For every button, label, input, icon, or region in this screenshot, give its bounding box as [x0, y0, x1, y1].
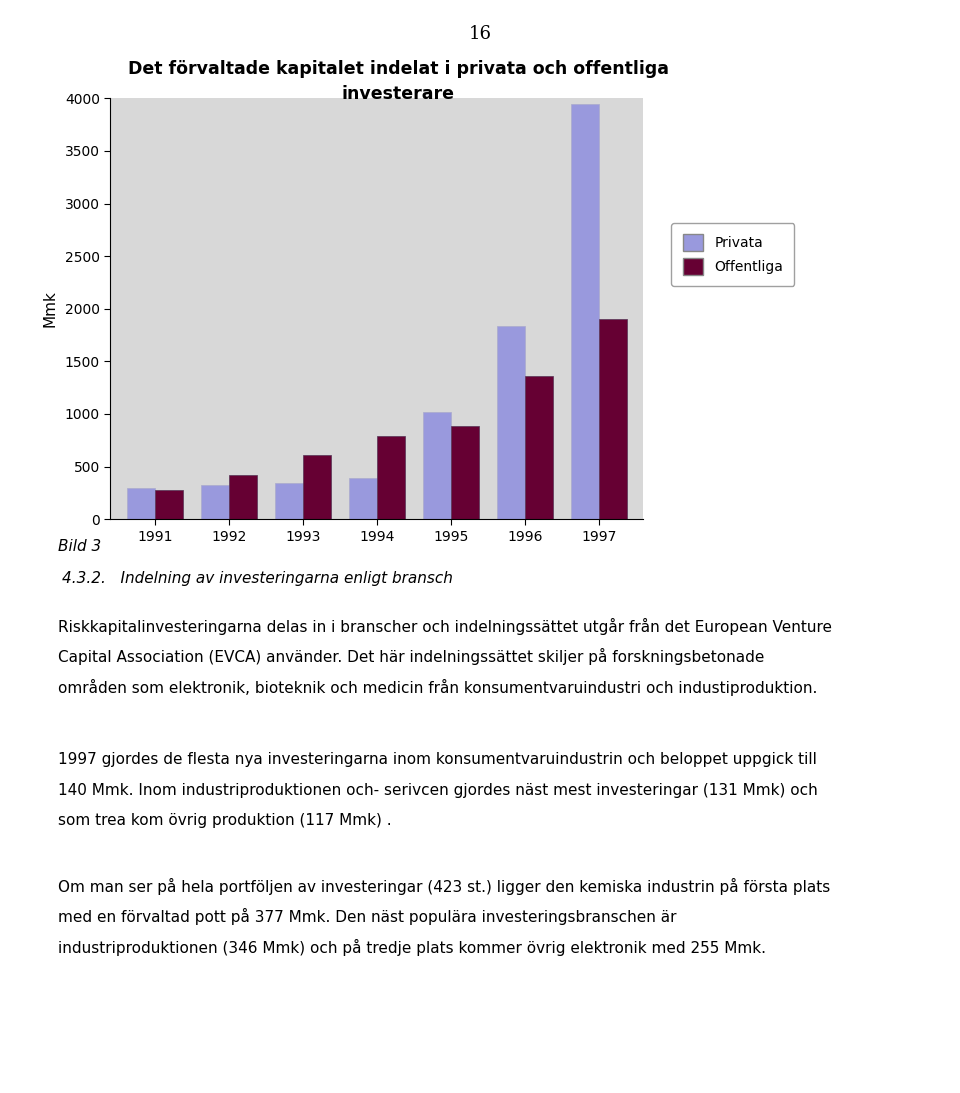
Legend: Privata, Offentliga: Privata, Offentliga — [671, 223, 795, 286]
Text: Capital Association (EVCA) använder. Det här indelningssättet skiljer på forskni: Capital Association (EVCA) använder. Det… — [58, 648, 764, 666]
Bar — [599, 319, 627, 519]
Text: Om man ser på hela portföljen av investeringar (423 st.) ligger den kemiska indu: Om man ser på hela portföljen av investe… — [58, 878, 829, 895]
Text: 140 Mmk. Inom industriproduktionen och- serivcen gjordes näst mest investeringar: 140 Mmk. Inom industriproduktionen och- … — [58, 783, 817, 798]
Bar — [302, 455, 331, 519]
Text: som trea kom övrig produktion (117 Mmk) .: som trea kom övrig produktion (117 Mmk) … — [58, 813, 392, 828]
Bar — [377, 436, 405, 519]
Y-axis label: Mmk: Mmk — [43, 291, 58, 327]
Text: Det förvaltade kapitalet indelat i privata och offentliga: Det förvaltade kapitalet indelat i priva… — [128, 60, 669, 78]
Text: med en förvaltad pott på 377 Mmk. Den näst populära investeringsbranschen är: med en förvaltad pott på 377 Mmk. Den nä… — [58, 908, 676, 926]
Bar — [525, 376, 553, 519]
Text: 1997 gjordes de flesta nya investeringarna inom konsumentvaruindustrin och belop: 1997 gjordes de flesta nya investeringar… — [58, 752, 816, 767]
Text: 16: 16 — [468, 25, 492, 43]
Bar — [201, 485, 228, 519]
Bar — [570, 104, 599, 519]
Bar — [127, 487, 155, 519]
Bar — [451, 425, 479, 519]
Text: 4.3.2.   Indelning av investeringarna enligt bransch: 4.3.2. Indelning av investeringarna enli… — [62, 571, 453, 586]
Bar — [422, 412, 451, 519]
Bar — [496, 326, 525, 519]
Text: industriproduktionen (346 Mmk) och på tredje plats kommer övrig elektronik med 2: industriproduktionen (346 Mmk) och på tr… — [58, 939, 766, 956]
Text: Riskkapitalinvesteringarna delas in i branscher och indelningssättet utgår från : Riskkapitalinvesteringarna delas in i br… — [58, 618, 831, 635]
Bar — [155, 491, 183, 519]
Bar — [348, 478, 377, 519]
Text: investerare: investerare — [342, 85, 455, 103]
Bar — [275, 483, 302, 519]
Text: områden som elektronik, bioteknik och medicin från konsumentvaruindustri och ind: områden som elektronik, bioteknik och me… — [58, 679, 817, 696]
Bar — [228, 475, 257, 519]
Text: Bild 3: Bild 3 — [58, 539, 101, 554]
